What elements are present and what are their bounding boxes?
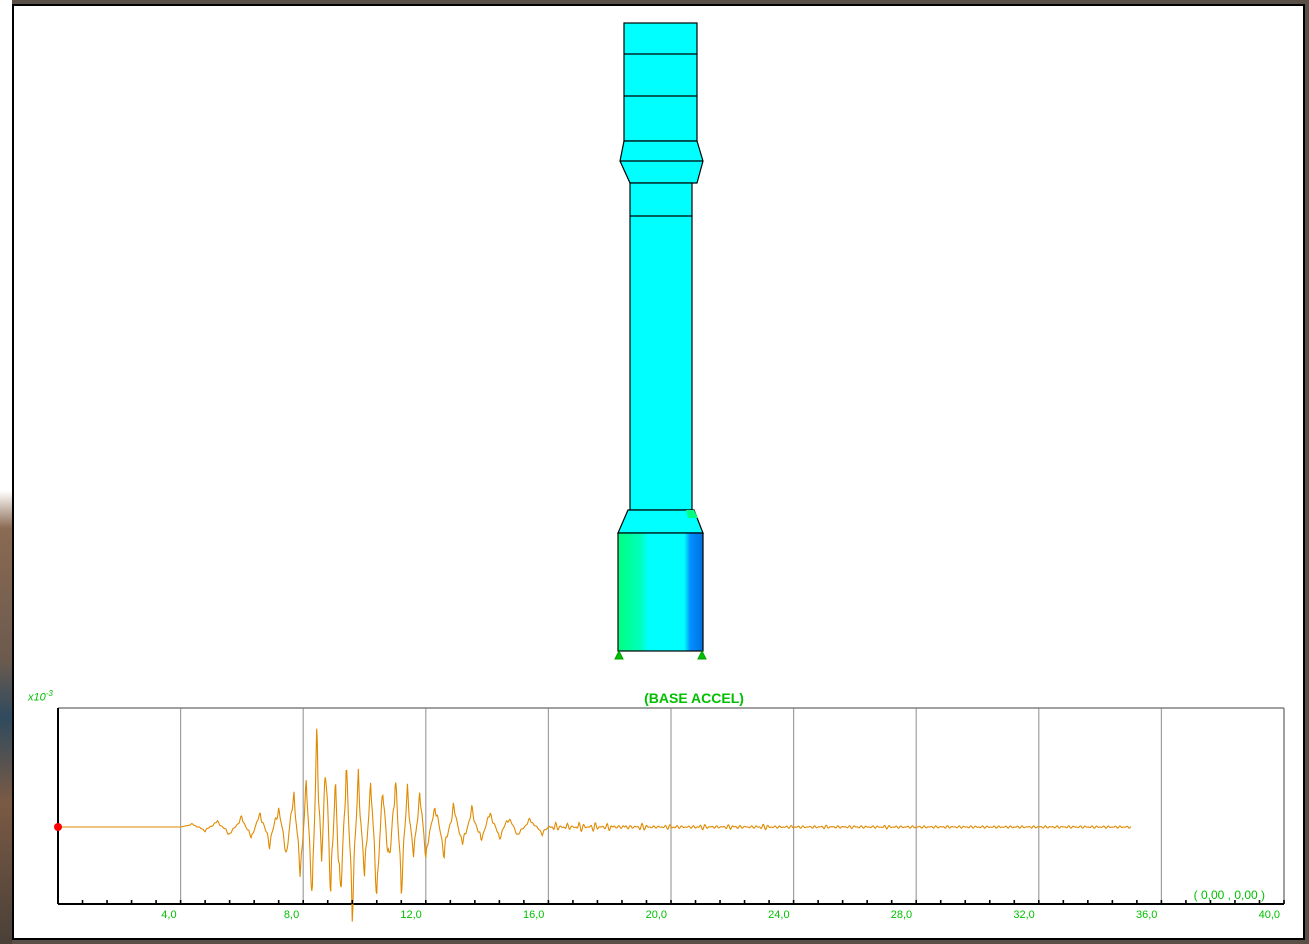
stress-contour-patch [686, 510, 698, 518]
member-shaft[interactable] [629, 182, 693, 511]
y-scale-prefix: x10 [28, 691, 46, 704]
time-marker [54, 823, 62, 831]
x-tick-label: 40,0 [1259, 909, 1280, 921]
y-scale-label: x10-3 [28, 689, 53, 704]
x-tick-label: 12,0 [400, 909, 421, 921]
member-top-block[interactable] [623, 22, 698, 142]
support-right-icon[interactable] [697, 649, 707, 660]
tick-layer: 4,0 8,0 12,0 16,0 20,0 24,0 28,0 32,0 36,0 40,0 [81, 900, 1285, 921]
x-tick-label: 24,0 [768, 909, 789, 921]
x-tick-label: 32,0 [1013, 909, 1034, 921]
x-tick-label: 36,0 [1136, 909, 1157, 921]
x-tick-label: 4,0 [161, 909, 176, 921]
background-strip [0, 0, 12, 944]
x-tick-label: 20,0 [646, 909, 667, 921]
plot-grid [180, 708, 1163, 904]
structure-model [614, 22, 707, 660]
coordinate-readout: ( 0,00 , 0,00 ) [1193, 888, 1265, 902]
trace-layer [54, 728, 1132, 922]
base-accel-trace [58, 728, 1132, 922]
plot-title: (BASE ACCEL) [644, 690, 744, 706]
x-tick-label: 28,0 [891, 909, 912, 921]
member-base-block[interactable] [617, 532, 704, 652]
base-accel-plot[interactable]: 4,0 8,0 12,0 16,0 20,0 24,0 28,0 32,0 36,0 40,0 [14, 6, 1303, 942]
x-tick-label: 8,0 [284, 909, 299, 921]
support-left-icon[interactable] [614, 649, 624, 660]
analysis-viewport[interactable]: x10-3 (BASE ACCEL) 4,0 8,0 12,0 16,0 20,0 24,… [12, 4, 1305, 940]
y-scale-exponent: -3 [45, 689, 53, 698]
x-tick-label: 16,0 [523, 909, 544, 921]
